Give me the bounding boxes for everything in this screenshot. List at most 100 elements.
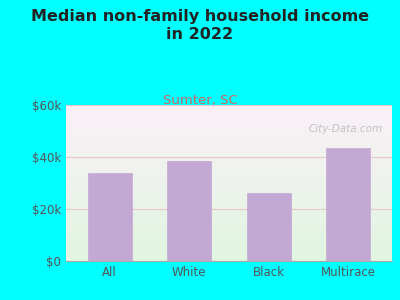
Bar bbox=[66, 239, 392, 241]
Bar bbox=[66, 152, 392, 153]
Bar bbox=[66, 142, 392, 144]
Bar bbox=[66, 169, 392, 170]
Bar bbox=[66, 105, 392, 106]
Bar bbox=[66, 252, 392, 253]
Bar bbox=[66, 230, 392, 231]
Bar bbox=[66, 199, 392, 200]
Bar bbox=[66, 244, 392, 245]
Bar bbox=[326, 148, 370, 261]
Bar bbox=[66, 122, 392, 124]
Bar bbox=[66, 220, 392, 222]
Bar bbox=[66, 235, 392, 236]
Bar bbox=[66, 147, 392, 149]
Bar bbox=[66, 113, 392, 114]
Bar bbox=[66, 197, 392, 199]
Bar bbox=[66, 192, 392, 194]
Bar bbox=[66, 163, 392, 164]
Bar bbox=[66, 231, 392, 233]
Bar bbox=[66, 158, 392, 160]
Bar bbox=[66, 118, 392, 119]
Bar bbox=[66, 155, 392, 157]
Bar bbox=[66, 114, 392, 116]
Bar bbox=[66, 206, 392, 208]
Bar bbox=[66, 167, 392, 169]
Bar bbox=[66, 203, 392, 205]
Bar bbox=[66, 177, 392, 178]
Bar bbox=[66, 139, 392, 141]
Bar bbox=[66, 170, 392, 172]
Bar bbox=[66, 131, 392, 133]
Bar bbox=[66, 144, 392, 146]
Bar bbox=[66, 191, 392, 192]
Bar bbox=[66, 146, 392, 147]
Bar bbox=[66, 153, 392, 155]
Bar bbox=[66, 161, 392, 163]
Bar bbox=[66, 227, 392, 228]
Bar bbox=[66, 108, 392, 110]
Bar bbox=[66, 196, 392, 197]
Text: Sumter, SC: Sumter, SC bbox=[163, 94, 237, 107]
Bar bbox=[66, 150, 392, 152]
Bar bbox=[66, 110, 392, 111]
Bar bbox=[66, 138, 392, 139]
Bar bbox=[66, 175, 392, 177]
Bar bbox=[66, 256, 392, 258]
Bar bbox=[66, 189, 392, 191]
Bar bbox=[66, 184, 392, 186]
Bar bbox=[66, 255, 392, 256]
Bar bbox=[66, 124, 392, 125]
Bar bbox=[66, 225, 392, 227]
Bar bbox=[66, 125, 392, 127]
Bar bbox=[66, 127, 392, 128]
Bar bbox=[66, 200, 392, 202]
Bar bbox=[66, 136, 392, 138]
Bar bbox=[66, 180, 392, 182]
Bar bbox=[66, 157, 392, 158]
Bar bbox=[66, 182, 392, 183]
Bar bbox=[66, 194, 392, 196]
Bar bbox=[66, 183, 392, 184]
Bar bbox=[66, 211, 392, 213]
Bar bbox=[66, 253, 392, 255]
Bar bbox=[66, 248, 392, 250]
Bar bbox=[66, 238, 392, 239]
Bar bbox=[66, 260, 392, 261]
Bar bbox=[66, 217, 392, 219]
Bar bbox=[66, 119, 392, 121]
Bar bbox=[167, 161, 211, 261]
Bar bbox=[66, 202, 392, 203]
Bar bbox=[66, 258, 392, 260]
Bar bbox=[66, 174, 392, 175]
Bar bbox=[66, 135, 392, 136]
Bar bbox=[247, 194, 291, 261]
Text: City-Data.com: City-Data.com bbox=[308, 124, 382, 134]
Bar bbox=[66, 236, 392, 238]
Bar bbox=[66, 219, 392, 220]
Bar bbox=[66, 222, 392, 224]
Bar bbox=[66, 188, 392, 189]
Bar bbox=[66, 242, 392, 244]
Bar bbox=[66, 172, 392, 174]
Bar bbox=[66, 245, 392, 247]
Bar bbox=[66, 205, 392, 206]
Bar bbox=[66, 160, 392, 161]
Bar bbox=[66, 247, 392, 248]
Bar bbox=[66, 213, 392, 214]
Bar bbox=[66, 208, 392, 209]
Bar bbox=[66, 216, 392, 217]
Bar bbox=[66, 128, 392, 130]
Bar bbox=[66, 178, 392, 180]
Bar bbox=[66, 130, 392, 131]
Bar bbox=[66, 228, 392, 230]
Bar bbox=[88, 172, 132, 261]
Bar bbox=[66, 241, 392, 242]
Bar bbox=[66, 141, 392, 142]
Bar bbox=[66, 214, 392, 216]
Bar bbox=[66, 233, 392, 235]
Text: Median non-family household income
in 2022: Median non-family household income in 20… bbox=[31, 9, 369, 42]
Bar bbox=[66, 209, 392, 211]
Bar bbox=[66, 106, 392, 108]
Bar bbox=[66, 121, 392, 122]
Bar bbox=[66, 224, 392, 225]
Bar bbox=[66, 164, 392, 166]
